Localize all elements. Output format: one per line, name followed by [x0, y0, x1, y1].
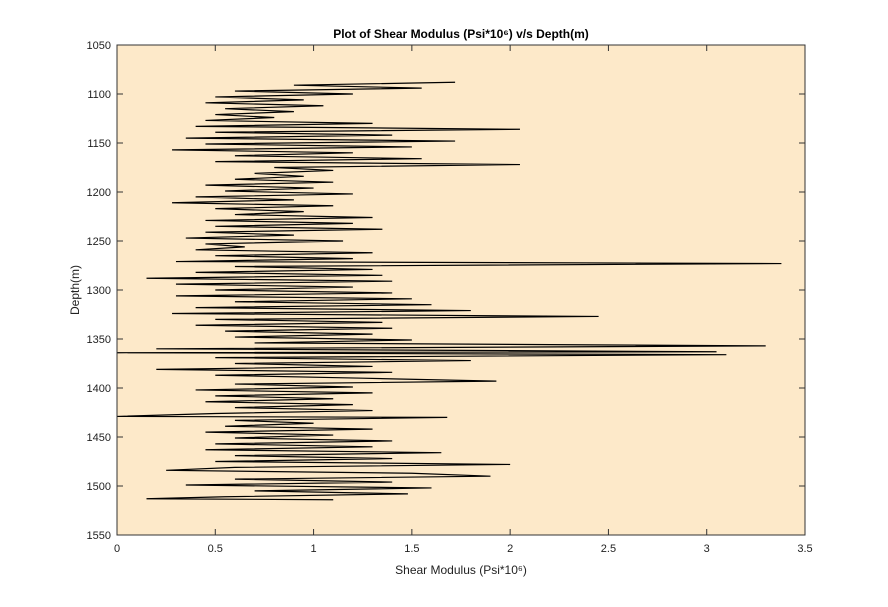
x-tick-label: 3.5 [797, 543, 812, 555]
x-tick-label: 1.5 [404, 543, 419, 555]
x-tick-label: 0.5 [208, 543, 223, 555]
y-tick-label: 1550 [87, 530, 111, 542]
data-line [116, 81, 782, 501]
x-tick-label: 3 [704, 543, 710, 555]
x-tick-label: 2.5 [601, 543, 616, 555]
y-tick-label: 1100 [87, 89, 111, 101]
plot-frame [116, 44, 806, 536]
y-tick-label: 1250 [87, 236, 111, 248]
x-tick-label: 0 [114, 543, 120, 555]
y-tick-label: 1500 [87, 481, 111, 493]
x-axis-label: Shear Modulus (Psi*10⁶) [395, 563, 527, 577]
x-tick-label: 1 [311, 543, 317, 555]
y-tick-label: 1150 [87, 138, 111, 150]
y-tick-label: 1450 [87, 432, 111, 444]
y-tick-label: 1350 [87, 334, 111, 346]
y-tick-label: 1050 [87, 40, 111, 52]
y-tick-label: 1200 [87, 187, 111, 199]
y-tick-label: 1400 [87, 383, 111, 395]
chart-title: Plot of Shear Modulus (Psi*10⁶) v/s Dept… [333, 27, 589, 41]
y-tick-label: 1300 [87, 285, 111, 297]
x-tick-label: 2 [507, 543, 513, 555]
y-axis-label: Depth(m) [68, 265, 82, 315]
